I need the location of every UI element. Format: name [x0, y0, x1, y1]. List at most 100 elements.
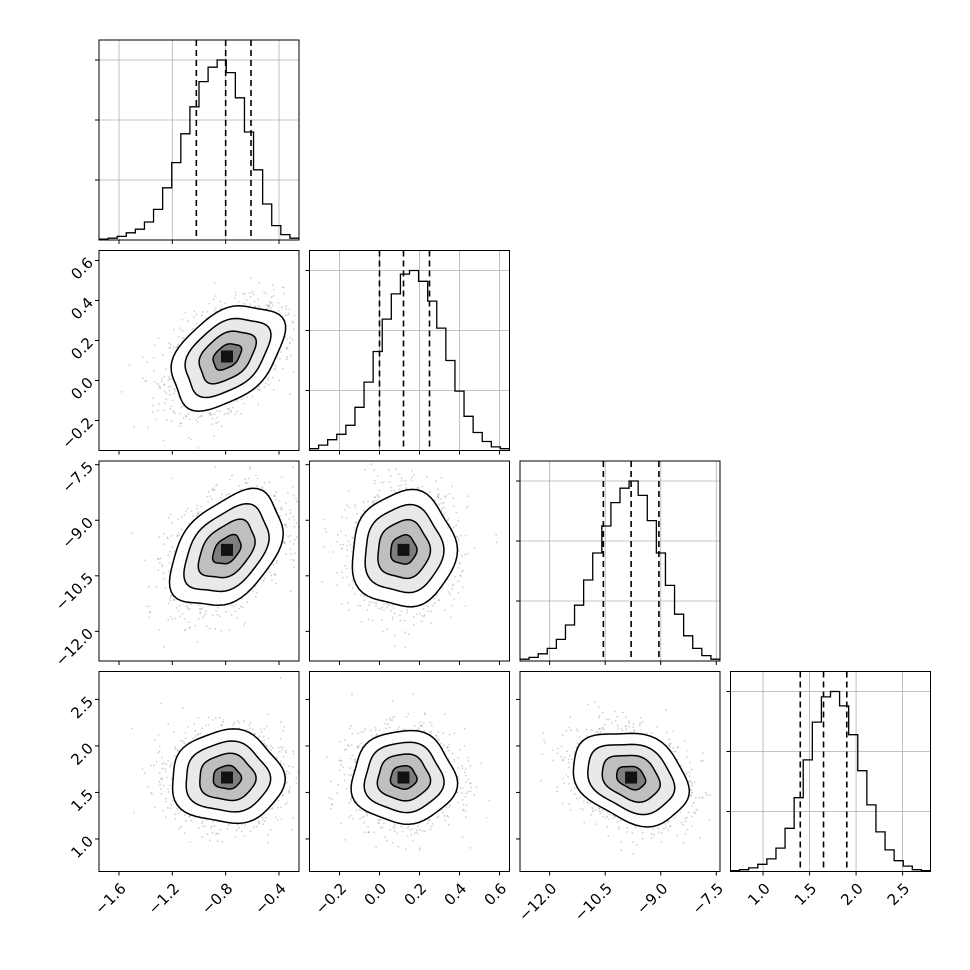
scatter-point	[438, 493, 440, 496]
scatter-point	[169, 615, 172, 618]
scatter-point	[183, 629, 186, 632]
scatter-point	[305, 528, 307, 530]
scatter-point	[351, 536, 354, 539]
scatter-point	[159, 557, 162, 560]
scatter-point	[283, 292, 286, 295]
scatter-point	[219, 300, 222, 303]
scatter-point	[420, 614, 423, 617]
scatter-point	[208, 412, 211, 415]
scatter-point	[213, 282, 216, 284]
scatter-point	[177, 609, 180, 612]
scatter-point	[188, 627, 191, 630]
density-layer	[120, 277, 305, 449]
scatter-point	[416, 487, 419, 490]
scatter-point	[211, 498, 213, 500]
scatter-point	[231, 474, 234, 477]
scatter-point	[245, 482, 248, 484]
scatter-point	[268, 571, 271, 574]
scatter-point	[285, 553, 287, 556]
contour-line	[183, 502, 270, 593]
scatter-point	[404, 483, 407, 486]
scatter-point	[289, 354, 292, 357]
scatter-point	[275, 559, 278, 562]
scatter-point	[151, 411, 154, 414]
scatter-point	[278, 499, 281, 502]
scatter-point	[249, 295, 252, 298]
scatter-point	[226, 407, 229, 410]
hist-panel-0	[95, 39, 300, 244]
scatter-point	[386, 628, 389, 631]
scatter-point	[249, 303, 252, 306]
scatter-point	[197, 617, 200, 620]
scatter-point	[436, 494, 439, 496]
scatter-point	[295, 497, 297, 500]
scatter-point	[290, 553, 293, 555]
scatter-point	[196, 512, 199, 515]
scatter-point	[133, 425, 135, 428]
scatter-point	[155, 586, 158, 588]
scatter-point	[169, 596, 171, 599]
scatter-point	[175, 346, 178, 349]
scatter-point	[370, 463, 373, 466]
scatter-point	[303, 334, 305, 336]
scatter-point	[163, 375, 166, 378]
scatter-point	[187, 413, 190, 415]
scatter-point	[172, 410, 175, 413]
scatter-point	[289, 534, 292, 537]
scatter-point	[206, 310, 209, 313]
scatter-point	[442, 501, 445, 504]
scatter-point	[213, 309, 216, 312]
scatter-point	[157, 568, 160, 571]
scatter-point	[285, 513, 288, 516]
scatter-point	[193, 310, 196, 313]
scatter-point	[167, 618, 170, 621]
scatter-point	[170, 378, 173, 380]
scatter-point	[354, 506, 357, 509]
scatter-point	[166, 536, 169, 539]
scatter-point	[272, 563, 275, 566]
scatter-point	[268, 300, 271, 303]
scatter-point	[144, 380, 147, 383]
scatter-point	[166, 419, 168, 421]
scatter-point	[162, 532, 165, 535]
scatter-point	[286, 358, 288, 360]
scatter-point	[271, 458, 273, 460]
scatter-point	[446, 519, 449, 522]
scatter-point	[284, 523, 287, 526]
scatter-point	[249, 466, 251, 468]
scatter-point	[382, 609, 385, 611]
scatter-point	[168, 347, 171, 350]
scatter-point	[281, 306, 284, 309]
scatter-point	[274, 573, 276, 576]
scatter-point	[457, 580, 460, 583]
scatter-point	[390, 609, 393, 612]
scatter-point	[289, 548, 292, 551]
scatter-point	[157, 558, 160, 560]
scatter-point	[187, 320, 190, 323]
scatter-point	[256, 477, 259, 480]
scatter-point	[451, 604, 454, 607]
scatter-point	[207, 490, 210, 493]
scatter-point	[216, 409, 219, 412]
scatter-point	[344, 534, 347, 537]
scatter-point	[288, 517, 291, 520]
scatter-point	[208, 627, 211, 630]
scatter-point	[170, 522, 173, 524]
scatter-point	[244, 478, 246, 481]
scatter-point	[348, 506, 351, 509]
scatter-point	[220, 493, 223, 496]
scatter-point	[258, 281, 260, 284]
scatter-point	[372, 500, 375, 502]
scatter-point	[267, 305, 270, 308]
scatter-point	[171, 618, 174, 621]
scatter-point	[163, 383, 166, 386]
scatter-point	[232, 605, 235, 608]
scatter-point	[246, 396, 248, 399]
scatter-point	[213, 435, 216, 438]
contour-line	[184, 317, 272, 399]
scatter-point	[179, 327, 182, 330]
scatter-point	[293, 566, 295, 568]
scatter-point	[336, 584, 339, 586]
scatter-point	[292, 515, 295, 518]
scatter-point	[467, 495, 469, 498]
